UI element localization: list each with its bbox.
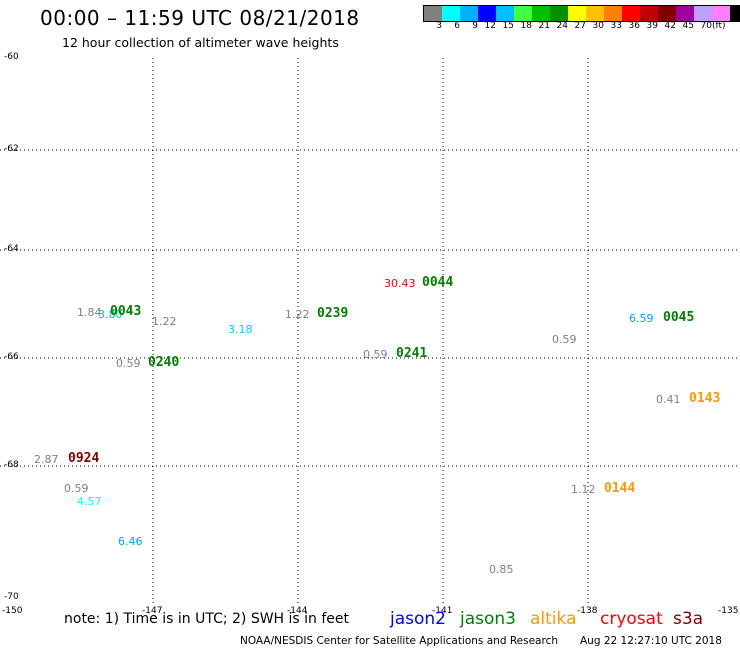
wave-height-value: 2.87 — [34, 453, 59, 466]
wave-height-value: 0.41 — [656, 393, 681, 406]
pass-time-label: 0043 — [110, 304, 142, 319]
lat-label-64: -64 — [4, 244, 19, 254]
lon-label-135: -135 — [718, 606, 739, 616]
map-title: 00:00 – 11:59 UTC 08/21/2018 — [40, 6, 360, 30]
color-scale-label: 27 — [574, 21, 586, 31]
wave-height-value: 0.59 — [116, 357, 141, 370]
color-scale-label: 15 — [502, 21, 514, 31]
legend-altika: altika — [530, 609, 577, 629]
footer-note: note: 1) Time is in UTC; 2) SWH is in fe… — [64, 611, 350, 627]
color-scale-label: 6 — [454, 21, 460, 31]
wave-height-value: 4.57 — [77, 495, 102, 508]
color-scale-swatch — [550, 6, 568, 21]
color-scale-label: 33 — [610, 21, 622, 31]
wave-height-value: 6.46 — [118, 535, 143, 548]
wave-height-value: 3.80 — [98, 308, 123, 321]
color-scale-swatch — [460, 6, 478, 21]
wave-height-value: 1.22 — [152, 315, 177, 328]
color-scale-label: 45 — [682, 21, 694, 31]
lon-label-141: -141 — [432, 606, 453, 616]
color-scale-swatch — [622, 6, 640, 21]
wave-height-value: 1.22 — [285, 308, 310, 321]
legend-cryosat: cryosat — [600, 609, 663, 629]
wave-height-value: 6.59 — [629, 312, 654, 325]
color-scale-swatch — [496, 6, 514, 21]
color-scale-swatch — [640, 6, 658, 21]
color-scale-swatch — [478, 6, 496, 21]
pass-time-label: 0144 — [604, 481, 636, 496]
color-scale-label: 24 — [556, 21, 568, 31]
color-scale-swatch — [586, 6, 604, 21]
gridlines — [0, 58, 738, 604]
color-scale-swatch — [532, 6, 550, 21]
pass-time-label: 0241 — [396, 346, 428, 361]
wave-height-value: 3.18 — [228, 323, 253, 336]
color-scale-label: 18 — [520, 21, 532, 31]
wave-height-value: 30.43 — [384, 277, 416, 290]
timestamp-text: Aug 22 12:27:10 UTC 2018 — [580, 635, 722, 647]
wave-height-value: 0.85 — [489, 563, 514, 576]
color-scale-label: 12 — [484, 21, 496, 31]
pass-time-label: 0924 — [68, 451, 100, 466]
legend-s3a: s3a — [673, 609, 704, 629]
color-scale-swatch — [568, 6, 586, 21]
color-scale-label: 36 — [628, 21, 640, 31]
wave-height-value: 0.59 — [64, 482, 89, 495]
color-scale-swatch — [676, 6, 694, 21]
pass-time-label: 0143 — [689, 391, 721, 406]
map-subtitle: 12 hour collection of altimeter wave hei… — [62, 35, 339, 50]
pass-time-label: 0239 — [317, 306, 349, 321]
lat-label-70: -70 — [4, 592, 19, 602]
color-scale-swatch — [514, 6, 532, 21]
color-scale-label: 70 — [700, 21, 712, 31]
lon-label-138: -138 — [577, 606, 598, 616]
color-scale-swatch — [424, 6, 442, 21]
color-scale-unit: (ft) — [712, 21, 726, 31]
color-scale-swatch — [604, 6, 622, 21]
color-scale — [423, 5, 740, 22]
wave-height-value: 1.12 — [571, 483, 596, 496]
color-scale-label: 30 — [592, 21, 604, 31]
lat-label-62: -62 — [4, 144, 19, 154]
legend-jason2: jason2 — [390, 609, 446, 629]
color-scale-label: 42 — [664, 21, 676, 31]
color-scale-swatch — [694, 6, 712, 21]
lon-label-147: -147 — [142, 606, 163, 616]
wave-height-value: 1.84 — [77, 306, 102, 319]
lat-label-60: -60 — [4, 52, 19, 62]
color-scale-label: 39 — [646, 21, 658, 31]
color-scale-label: 9 — [472, 21, 478, 31]
pass-time-label: 0044 — [422, 275, 454, 290]
color-scale-label: 21 — [538, 21, 550, 31]
color-scale-label: 3 — [436, 21, 442, 31]
credit-text: NOAA/NESDIS Center for Satellite Applica… — [240, 635, 558, 647]
lon-label-150: -150 — [2, 606, 23, 616]
color-scale-swatch — [442, 6, 460, 21]
wave-height-value: 0.59 — [363, 348, 388, 361]
color-scale-swatch — [658, 6, 676, 21]
lat-label-68: -68 — [4, 460, 19, 470]
lat-label-66: -66 — [4, 352, 19, 362]
lon-label-144: -144 — [287, 606, 308, 616]
legend-jason3: jason3 — [460, 609, 516, 629]
pass-time-label: 0045 — [663, 310, 695, 325]
wave-height-value: 0.59 — [552, 333, 577, 346]
pass-time-label: 0240 — [148, 355, 180, 370]
color-scale-swatch — [712, 6, 730, 21]
color-scale-swatch — [730, 6, 740, 21]
